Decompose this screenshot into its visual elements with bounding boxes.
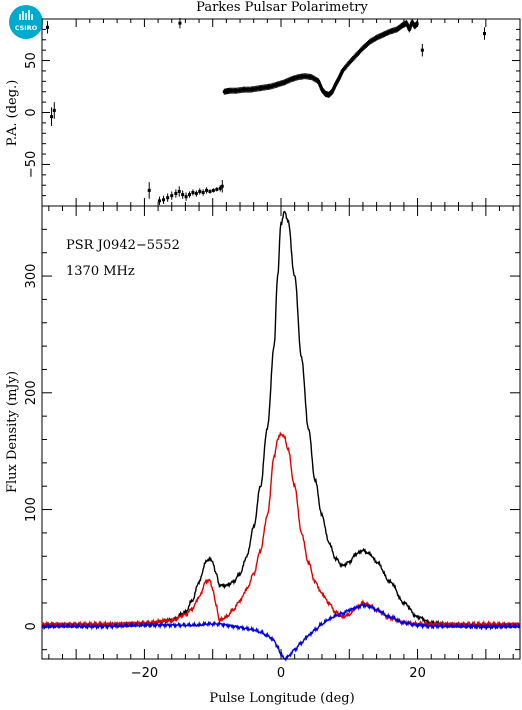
profile-axes: 0 100 200 300 −20 0 20	[24, 206, 520, 681]
profile-ytick-label: 200	[24, 380, 39, 405]
pa-panel-frame	[41, 18, 521, 207]
pa-point	[191, 190, 195, 194]
pa-point	[174, 192, 178, 196]
pa-point	[45, 25, 49, 29]
csiro-logo-text: CSIRO	[15, 24, 38, 32]
pa-point	[220, 184, 224, 188]
pa-point	[162, 198, 166, 202]
profile-ylabel: Flux Density (mJy)	[5, 371, 20, 493]
profile-ytick-label: 0	[24, 622, 39, 630]
profile-series-line	[41, 431, 521, 629]
pa-ylabel: P.A. (deg.)	[5, 80, 20, 147]
pa-point	[178, 21, 182, 25]
pa-point	[184, 195, 188, 199]
pa-point	[215, 187, 219, 191]
profile-ytick-label: 300	[24, 264, 39, 289]
pa-point	[218, 186, 222, 190]
profile-xtick-label: 20	[409, 666, 426, 681]
pa-point	[211, 188, 215, 192]
pa-point	[52, 108, 56, 112]
profile-data	[41, 210, 521, 662]
csiro-logo: CSIRO	[9, 5, 43, 39]
pa-point	[194, 192, 198, 196]
pa-ytick-label: 0	[24, 108, 39, 116]
pa-point	[205, 188, 209, 192]
profile-series-line	[41, 602, 521, 662]
pa-point	[187, 193, 191, 197]
pa-point	[208, 189, 212, 193]
pa-point	[198, 189, 202, 193]
chart-title: Parkes Pulsar Polarimetry	[196, 0, 368, 15]
pa-point	[170, 194, 174, 198]
pa-ytick-label: 50	[24, 52, 39, 69]
profile-xtick-label: 0	[277, 666, 285, 681]
profile-xlabel: Pulse Longitude (deg)	[209, 691, 354, 706]
pa-point	[201, 190, 205, 194]
pa-point	[177, 189, 181, 193]
pa-axes: −50 0 50	[24, 19, 520, 206]
pa-ytick-label: −50	[24, 151, 39, 178]
pa-point	[147, 188, 151, 192]
pa-point	[181, 193, 185, 197]
pulsar-name-label: PSR J0942−5552	[66, 238, 180, 253]
frequency-label: 1370 MHz	[66, 264, 135, 279]
pa-point	[157, 199, 161, 203]
profile-xtick-label: −20	[131, 666, 158, 681]
pa-curve-point	[415, 22, 419, 26]
pa-point	[482, 32, 486, 36]
pa-point	[420, 48, 424, 52]
pa-point	[50, 115, 54, 119]
pa-point	[166, 196, 170, 200]
pa-data	[45, 17, 486, 205]
profile-ytick-label: 100	[24, 497, 39, 522]
